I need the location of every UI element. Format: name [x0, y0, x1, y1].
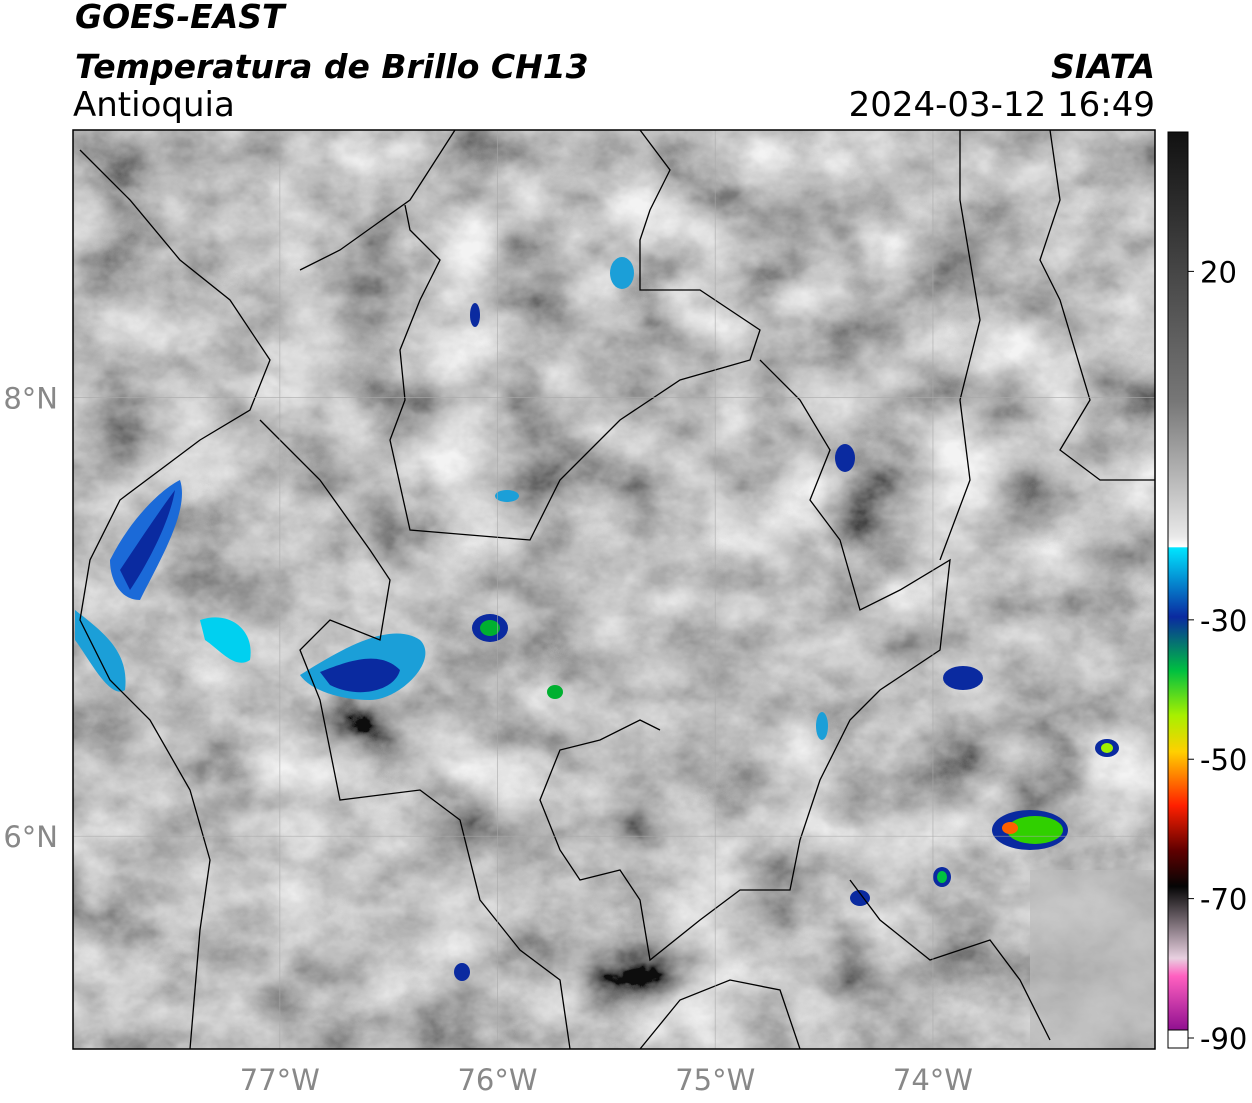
colorbar-tick-label: -50 [1200, 743, 1247, 777]
product-title: Temperatura de Brillo CH13 [75, 47, 589, 86]
agency-label: SIATA [1051, 47, 1155, 86]
colorbar-frame [1167, 131, 1189, 1049]
boundaries [79, 130, 1155, 1049]
y-tick-label: 8°N [3, 382, 58, 416]
colorbar-tick-label: -70 [1200, 883, 1247, 917]
satellite-image [73, 130, 1155, 1049]
x-tick-label: 77°W [240, 1063, 320, 1097]
colorbar-tick-label: -30 [1200, 604, 1247, 638]
y-tick-label: 6°N [3, 820, 58, 854]
grid [73, 130, 1155, 1049]
x-tick-label: 76°W [457, 1063, 537, 1097]
x-tick-label: 74°W [893, 1063, 973, 1097]
timestamp: 2024-03-12 16:49 [849, 85, 1155, 125]
storm-cells [75, 257, 1119, 981]
x-tick-label: 75°W [675, 1063, 755, 1097]
region-label: Antioquia [73, 85, 235, 125]
colorbar-under [1167, 1029, 1189, 1049]
map-frame [72, 129, 1156, 1050]
colorbar-tick-label: -90 [1200, 1022, 1247, 1056]
colorbar [1168, 132, 1188, 1030]
colorbar-tick-label: 20 [1200, 255, 1237, 289]
satellite-title: GOES-EAST [75, 0, 287, 36]
